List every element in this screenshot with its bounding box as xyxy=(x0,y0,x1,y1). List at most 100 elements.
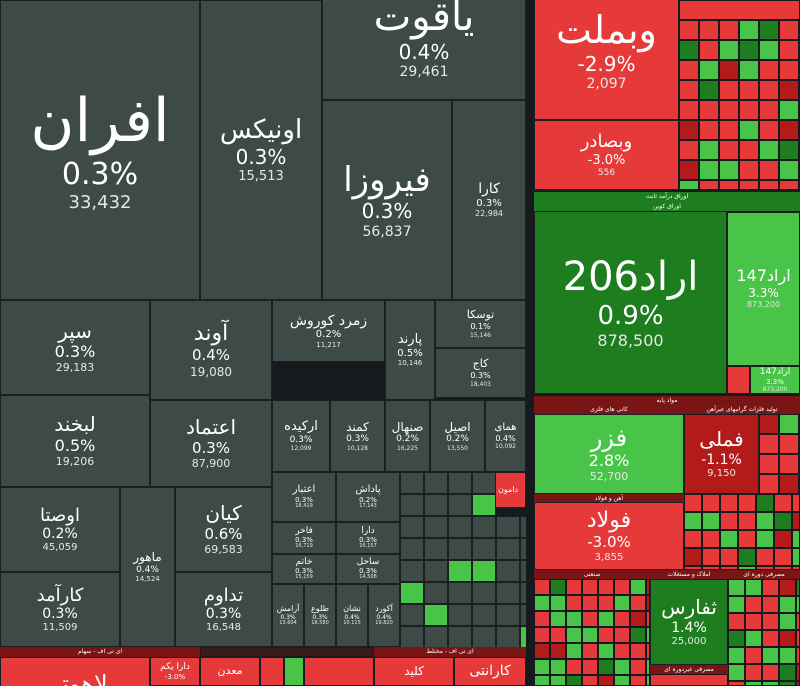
minor-stock-tile[interactable] xyxy=(534,659,550,675)
minor-stock-tile[interactable] xyxy=(630,659,646,675)
minor-stock-tile[interactable] xyxy=(534,595,550,611)
stock-tile[interactable]: نشان 0.4% 10,115 xyxy=(336,584,368,647)
minor-stock-tile[interactable] xyxy=(550,611,566,627)
minor-stock-tile[interactable] xyxy=(720,512,738,530)
minor-stock-tile[interactable] xyxy=(614,579,630,595)
minor-stock-tile[interactable] xyxy=(566,595,582,611)
minor-stock-tile[interactable] xyxy=(699,20,719,40)
minor-stock-tile[interactable] xyxy=(759,60,779,80)
minor-stock-tile[interactable] xyxy=(762,664,779,681)
minor-stock-tile[interactable] xyxy=(745,664,762,681)
minor-stock-tile[interactable] xyxy=(774,548,792,566)
minor-stock-tile[interactable] xyxy=(719,180,739,190)
stock-tile[interactable]: ماهور 0.4% 14,524 xyxy=(120,487,175,647)
minor-stock-tile[interactable] xyxy=(779,20,799,40)
minor-stock-tile[interactable] xyxy=(679,100,699,120)
stock-tile[interactable]: اونیکس 0.3% 15,513 xyxy=(200,0,322,300)
minor-stock-tile[interactable] xyxy=(646,611,650,627)
minor-stock-tile[interactable] xyxy=(728,613,745,630)
minor-stock-tile[interactable] xyxy=(738,512,756,530)
minor-stock-tile[interactable] xyxy=(684,512,702,530)
minor-stock-tile[interactable] xyxy=(756,512,774,530)
minor-stock-tile[interactable] xyxy=(424,472,448,494)
minor-stock-tile[interactable] xyxy=(679,0,800,20)
minor-stock-tile[interactable] xyxy=(759,454,779,474)
minor-stock-tile[interactable] xyxy=(699,60,719,80)
minor-stock-tile[interactable] xyxy=(400,604,424,626)
stock-tile[interactable]: لاهوتی xyxy=(0,657,150,686)
minor-stock-tile[interactable] xyxy=(738,494,756,512)
minor-stock-tile[interactable] xyxy=(646,595,650,611)
minor-stock-tile[interactable] xyxy=(774,512,792,530)
minor-stock-tile[interactable] xyxy=(719,20,739,40)
minor-stock-tile[interactable] xyxy=(550,675,566,686)
minor-stock-tile[interactable] xyxy=(738,566,756,570)
stock-tile[interactable]: تداوم 0.3% 16,548 xyxy=(175,572,272,647)
minor-stock-tile[interactable] xyxy=(779,180,799,190)
minor-stock-tile[interactable] xyxy=(739,60,759,80)
minor-stock-tile[interactable] xyxy=(284,657,304,686)
minor-stock-tile[interactable] xyxy=(719,140,739,160)
minor-stock-tile[interactable] xyxy=(699,120,719,140)
stock-tile[interactable]: خاتم 0.3% 15,159 xyxy=(272,554,336,584)
minor-stock-tile[interactable] xyxy=(792,512,800,530)
minor-stock-tile[interactable] xyxy=(779,613,796,630)
stock-tile[interactable]: پاداش 0.2% 17,143 xyxy=(336,472,400,522)
stock-tile[interactable]: ثفارس 1.4% 25,000 xyxy=(650,579,728,665)
minor-stock-tile[interactable] xyxy=(792,530,800,548)
minor-stock-tile[interactable] xyxy=(630,595,646,611)
minor-stock-tile[interactable] xyxy=(728,596,745,613)
minor-stock-tile[interactable] xyxy=(779,140,799,160)
minor-stock-tile[interactable] xyxy=(779,647,796,664)
minor-stock-tile[interactable] xyxy=(424,560,448,582)
minor-stock-tile[interactable] xyxy=(745,647,762,664)
minor-stock-tile[interactable] xyxy=(728,664,745,681)
stock-tile[interactable]: آکورد 0.4% 19,820 xyxy=(368,584,400,647)
minor-stock-tile[interactable] xyxy=(472,538,496,560)
stock-tile[interactable]: دارا یکم -3.0% xyxy=(150,657,200,686)
minor-stock-tile[interactable] xyxy=(424,582,448,604)
minor-stock-tile[interactable] xyxy=(779,40,799,60)
minor-stock-tile[interactable] xyxy=(728,630,745,647)
minor-stock-tile[interactable] xyxy=(720,530,738,548)
minor-stock-tile[interactable] xyxy=(792,494,800,512)
minor-stock-tile[interactable] xyxy=(566,675,582,686)
stock-tile[interactable]: اصیل 0.2% 13,550 xyxy=(430,400,485,472)
minor-stock-tile[interactable] xyxy=(728,647,745,664)
minor-stock-tile[interactable] xyxy=(702,494,720,512)
minor-stock-tile[interactable] xyxy=(739,140,759,160)
stock-tile[interactable]: کارآمد 0.3% 11,509 xyxy=(0,572,120,647)
minor-stock-tile[interactable] xyxy=(598,595,614,611)
stock-tile[interactable]: زمرد کوروش 0.2% 11,217 xyxy=(272,300,385,362)
minor-stock-tile[interactable] xyxy=(598,675,614,686)
stock-tile[interactable]: کارا 0.3% 22,984 xyxy=(452,100,526,300)
minor-stock-tile[interactable] xyxy=(582,675,598,686)
minor-stock-tile[interactable] xyxy=(472,472,496,494)
minor-stock-tile[interactable] xyxy=(598,659,614,675)
minor-stock-tile[interactable] xyxy=(739,80,759,100)
minor-stock-tile[interactable] xyxy=(739,120,759,140)
minor-stock-tile[interactable] xyxy=(400,494,424,516)
minor-stock-tile[interactable] xyxy=(582,579,598,595)
minor-stock-tile[interactable] xyxy=(566,611,582,627)
minor-stock-tile[interactable] xyxy=(762,681,779,686)
minor-stock-tile[interactable] xyxy=(630,579,646,595)
minor-stock-tile[interactable] xyxy=(759,160,779,180)
minor-stock-tile[interactable] xyxy=(702,512,720,530)
minor-stock-tile[interactable] xyxy=(759,80,779,100)
minor-stock-tile[interactable] xyxy=(702,530,720,548)
minor-stock-tile[interactable] xyxy=(679,60,699,80)
minor-stock-tile[interactable] xyxy=(779,579,796,596)
minor-stock-tile[interactable] xyxy=(448,560,472,582)
minor-stock-tile[interactable] xyxy=(400,560,424,582)
minor-stock-tile[interactable] xyxy=(400,626,424,648)
minor-stock-tile[interactable] xyxy=(566,659,582,675)
minor-stock-tile[interactable] xyxy=(582,627,598,643)
minor-stock-tile[interactable] xyxy=(534,579,550,595)
stock-tile[interactable]: طلوع 0.3% 18,580 xyxy=(304,584,336,647)
minor-stock-tile[interactable] xyxy=(534,611,550,627)
stock-tile[interactable]: اوصتا 0.2% 45,059 xyxy=(0,487,120,572)
minor-stock-tile[interactable] xyxy=(702,548,720,566)
stock-tile[interactable]: کلید xyxy=(374,657,454,686)
minor-stock-tile[interactable] xyxy=(779,100,799,120)
